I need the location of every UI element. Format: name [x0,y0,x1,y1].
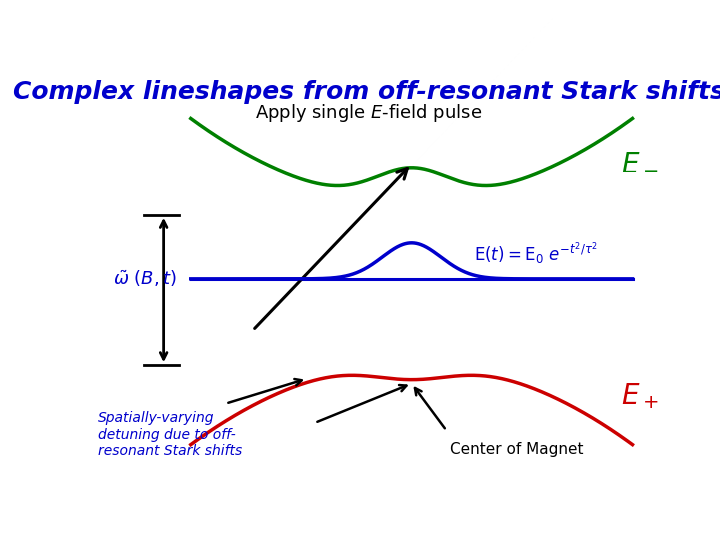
Text: Spatially-varying
detuning due to off-
resonant Stark shifts: Spatially-varying detuning due to off- r… [98,411,242,458]
Text: $E_+$: $E_+$ [621,381,659,411]
Text: Center of Magnet: Center of Magnet [451,442,584,457]
Text: $E_-$: $E_-$ [621,147,659,174]
Text: Apply single $E$-field pulse: Apply single $E$-field pulse [256,102,482,124]
Text: $\tilde{\omega}\ (B,t)$: $\tilde{\omega}\ (B,t)$ [113,268,177,289]
Text: Complex lineshapes from off-resonant Stark shifts: Complex lineshapes from off-resonant Sta… [13,80,720,104]
Text: $\mathrm{E}(t) = \mathrm{E}_0\ e^{-t^2/\tau^2}$: $\mathrm{E}(t) = \mathrm{E}_0\ e^{-t^2/\… [474,240,598,267]
